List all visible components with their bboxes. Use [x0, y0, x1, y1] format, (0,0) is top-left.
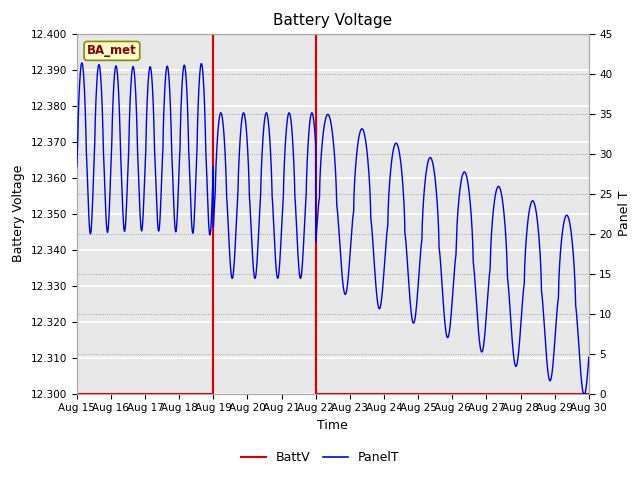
Text: BA_met: BA_met — [87, 45, 137, 58]
X-axis label: Time: Time — [317, 419, 348, 432]
Y-axis label: Panel T: Panel T — [618, 191, 631, 237]
Title: Battery Voltage: Battery Voltage — [273, 13, 392, 28]
Y-axis label: Battery Voltage: Battery Voltage — [12, 165, 25, 262]
Legend: BattV, PanelT: BattV, PanelT — [236, 446, 404, 469]
